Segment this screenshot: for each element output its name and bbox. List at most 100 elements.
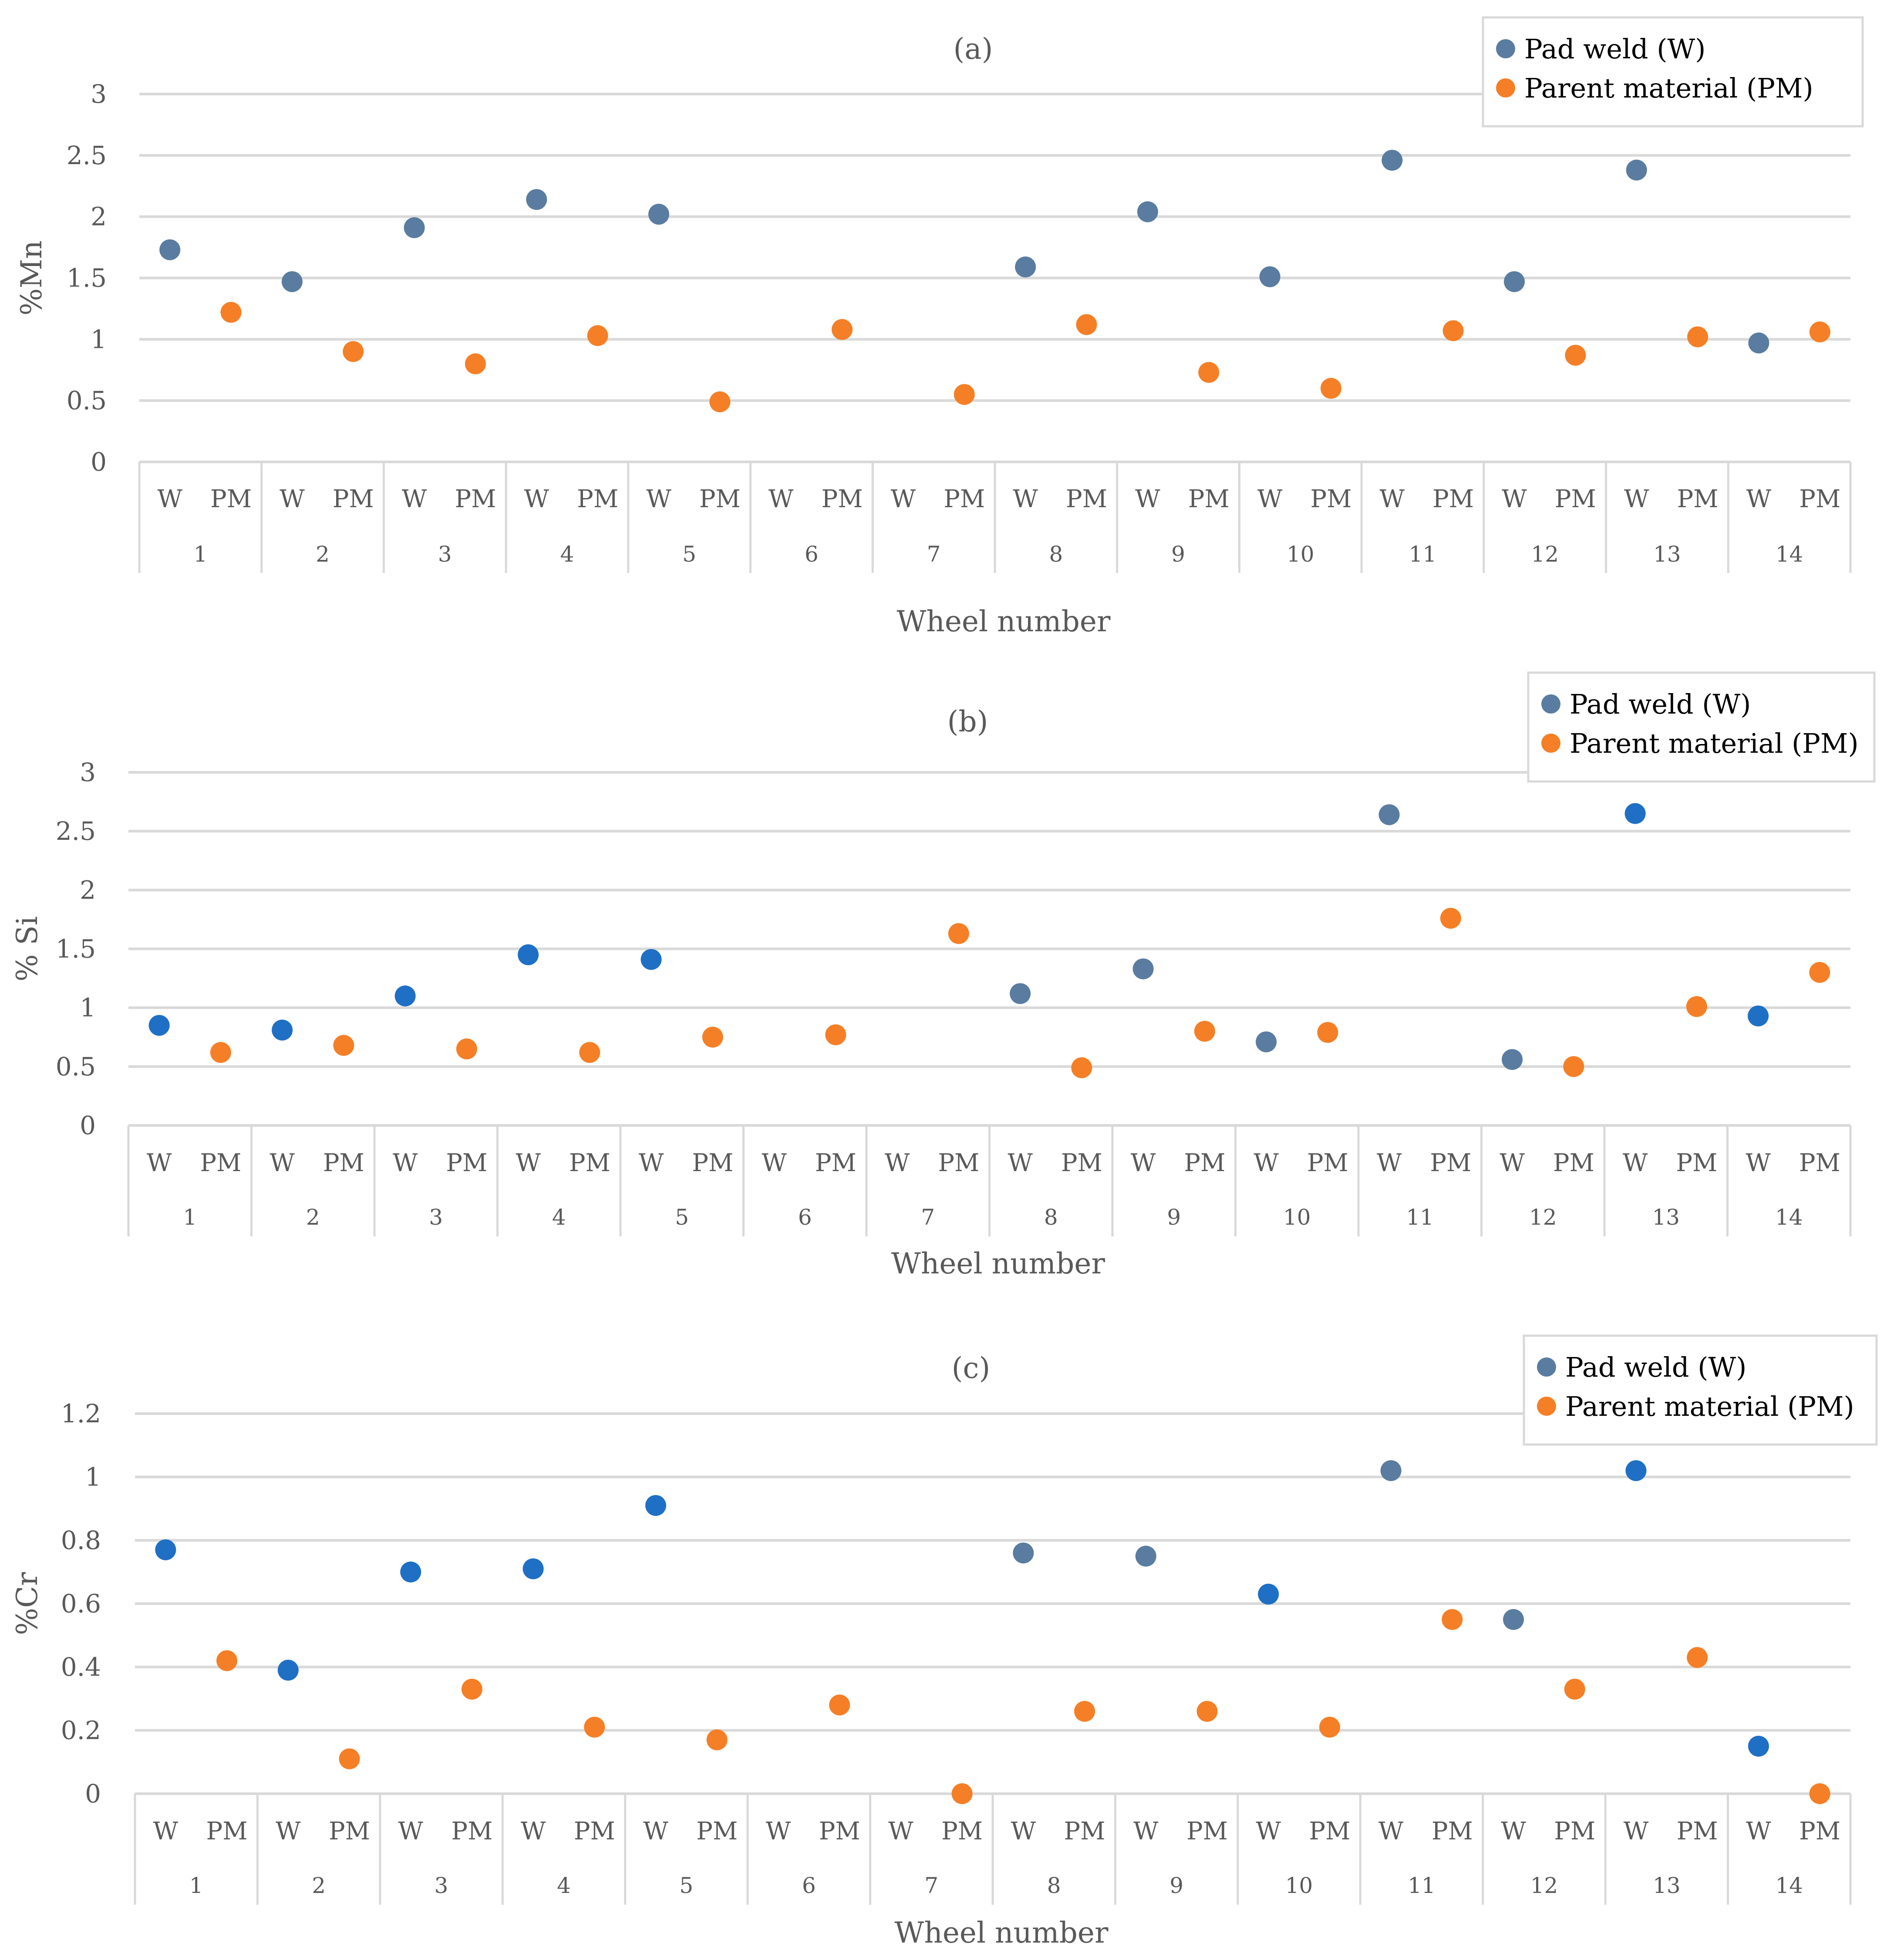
x-subcategory-label: W: [885, 1149, 910, 1177]
plot-layer: 0 0.5 1 1.5 2 2.5 3 W PM 1 W PM 2 W PM 3 W PM 4 W PM 5 W PM 6 W PM…: [10, 705, 1852, 1280]
x-subcategory-label: W: [1013, 485, 1038, 513]
x-subcategory-label: W: [1623, 1149, 1648, 1177]
data-point-pm: [1198, 362, 1220, 383]
data-point-pm: [1687, 326, 1708, 347]
x-subcategory-label: PM: [1184, 1149, 1225, 1177]
data-point-w: [640, 949, 662, 970]
y-tick-label: 1.2: [61, 1399, 101, 1428]
x-subcategory-label: W: [1131, 1149, 1156, 1177]
x-subcategory-label: PM: [699, 485, 741, 513]
x-category-label: 9: [1171, 542, 1185, 567]
x-subcategory-label: PM: [941, 1817, 983, 1845]
chart-mn: 0 0.5 1 1.5 2 2.5 3 W PM 1 W PM 2 W PM 3 W PM 4 W PM 5 W PM 6 W PM…: [15, 16, 1864, 638]
legend: Pad weld (W) Parent material (PM): [1482, 16, 1864, 128]
data-point-w: [1502, 1049, 1523, 1070]
x-subcategory-label: PM: [329, 1817, 370, 1845]
data-point-w: [1748, 332, 1769, 354]
data-point-w: [272, 1020, 293, 1041]
x-category-label: 10: [1285, 1873, 1313, 1898]
x-category-label: 2: [316, 542, 330, 567]
data-point-pm: [210, 1042, 231, 1063]
data-point-w: [1258, 1583, 1279, 1605]
x-subcategory-label: W: [276, 1817, 301, 1845]
x-subcategory-label: PM: [819, 1817, 860, 1845]
x-subcategory-label: W: [1378, 1817, 1404, 1845]
x-subcategory-label: PM: [1064, 1817, 1105, 1845]
data-point-pm: [709, 391, 731, 412]
y-tick-label: 0: [85, 1779, 101, 1808]
x-subcategory-label: W: [1011, 1817, 1036, 1845]
x-category-label: 13: [1653, 1873, 1681, 1898]
data-point-pm: [1442, 1609, 1463, 1630]
legend-label: Parent material (PM): [1524, 72, 1813, 104]
data-point-w: [1626, 159, 1647, 181]
x-category-label: 10: [1287, 542, 1314, 567]
y-tick-label: 0.2: [61, 1716, 101, 1745]
x-subcategory-label: PM: [1432, 485, 1474, 513]
x-subcategory-label: PM: [200, 1149, 241, 1177]
x-subcategory-label: PM: [323, 1149, 364, 1177]
legend-label: Parent material (PM): [1570, 727, 1859, 759]
data-point-pm: [343, 341, 364, 362]
data-point-w: [1748, 1005, 1769, 1027]
x-subcategory-label: W: [1254, 1149, 1279, 1177]
data-point-w: [1748, 1735, 1769, 1757]
x-subcategory-label: PM: [333, 485, 374, 513]
y-tick-label: 0.6: [61, 1589, 101, 1619]
data-point-pm: [461, 1678, 482, 1700]
x-subcategory-label: W: [888, 1817, 913, 1845]
x-subcategory-label: W: [153, 1817, 179, 1845]
data-point-pm: [1442, 320, 1464, 341]
y-tick-label: 1: [85, 1462, 101, 1492]
data-point-pm: [1317, 1022, 1338, 1043]
data-point-pm: [1440, 908, 1461, 929]
data-point-w: [404, 217, 425, 239]
data-point-w: [1010, 983, 1031, 1004]
x-category-label: 5: [682, 542, 696, 567]
x-category-label: 8: [1047, 1873, 1061, 1898]
x-category-label: 12: [1531, 542, 1559, 567]
data-point-w: [1015, 256, 1036, 278]
x-category-label: 11: [1406, 1205, 1434, 1230]
legend-label: Parent material (PM): [1565, 1391, 1854, 1422]
data-point-w: [518, 944, 539, 966]
x-subcategory-label: W: [1380, 485, 1405, 513]
x-subcategory-label: PM: [451, 1817, 492, 1845]
data-point-pm: [1564, 1678, 1585, 1700]
x-subcategory-label: PM: [938, 1149, 979, 1177]
chart-si: 0 0.5 1 1.5 2 2.5 3 W PM 1 W PM 2 W PM 3 W PM 4 W PM 5 W PM 6 W PM…: [10, 671, 1876, 1280]
data-point-w: [1504, 271, 1525, 292]
x-category-label: 11: [1409, 542, 1437, 567]
x-subcategory-label: W: [402, 485, 427, 513]
x-category-label: 4: [557, 1873, 571, 1898]
x-subcategory-label: W: [1133, 1817, 1159, 1845]
x-subcategory-label: PM: [1799, 485, 1840, 513]
x-subcategory-label: PM: [692, 1149, 733, 1177]
x-subcategory-label: PM: [944, 485, 985, 513]
x-category-label: 9: [1167, 1205, 1181, 1230]
x-subcategory-label: W: [762, 1149, 787, 1177]
chart-cr: 0 0.2 0.4 0.6 0.8 1 1.2 W PM 1 W PM 2 W PM 3 W PM 4 W PM 5 W PM…: [10, 1334, 1878, 1950]
data-point-pm: [1563, 1056, 1584, 1077]
y-tick-label: 0: [80, 1111, 96, 1140]
x-category-label: 12: [1530, 1873, 1558, 1898]
x-category-label: 12: [1529, 1205, 1557, 1230]
y-tick-label: 0.8: [61, 1526, 101, 1555]
x-subcategory-label: PM: [1309, 1817, 1350, 1845]
x-subcategory-label: W: [147, 1149, 172, 1177]
legend-marker: [1496, 39, 1515, 58]
x-category-label: 3: [435, 1873, 448, 1898]
data-point-w: [159, 239, 181, 260]
data-point-w: [648, 204, 670, 225]
y-tick-label: 1: [80, 993, 96, 1023]
x-subcategory-label: PM: [206, 1817, 248, 1845]
x-category-label: 1: [189, 1873, 203, 1898]
data-point-pm: [954, 384, 975, 405]
x-category-label: 14: [1775, 1873, 1803, 1898]
x-category-label: 10: [1283, 1205, 1311, 1230]
x-subcategory-label: PM: [1677, 485, 1719, 513]
x-subcategory-label: PM: [1677, 1817, 1718, 1845]
data-point-pm: [1809, 321, 1830, 343]
data-point-pm: [1565, 344, 1586, 366]
